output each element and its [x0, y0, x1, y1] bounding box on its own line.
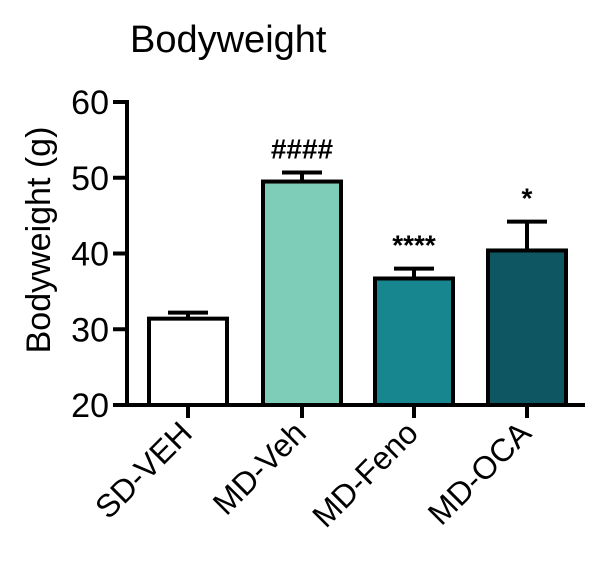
x-tick-label: MD-Feno: [305, 414, 425, 534]
y-tick-label: 40: [71, 236, 109, 274]
y-axis-label-group: Bodyweight (g): [20, 127, 58, 354]
significance-label: ####: [271, 133, 334, 164]
x-tick-label: SD-VEH: [88, 414, 199, 525]
y-axis-label: Bodyweight (g): [20, 127, 58, 354]
bar: [261, 179, 343, 407]
bar: [147, 316, 229, 407]
y-tick-label: 60: [71, 84, 109, 122]
x-tick-label: MD-Veh: [206, 414, 313, 521]
x-tick-label: MD-OCA: [421, 414, 539, 532]
y-tick-label: 50: [71, 160, 109, 198]
bar: [373, 276, 455, 407]
y-tick-label: 30: [71, 311, 109, 349]
significance-label: ****: [392, 230, 436, 261]
bar: [486, 248, 568, 407]
plot-area: 20 30 40 50 60 SD-VEH #### MD-Veh **** MD-Feno * MD…: [71, 84, 585, 534]
significance-label: *: [522, 183, 533, 214]
chart-title: Bodyweight: [130, 19, 327, 61]
y-tick-label: 20: [71, 387, 109, 425]
